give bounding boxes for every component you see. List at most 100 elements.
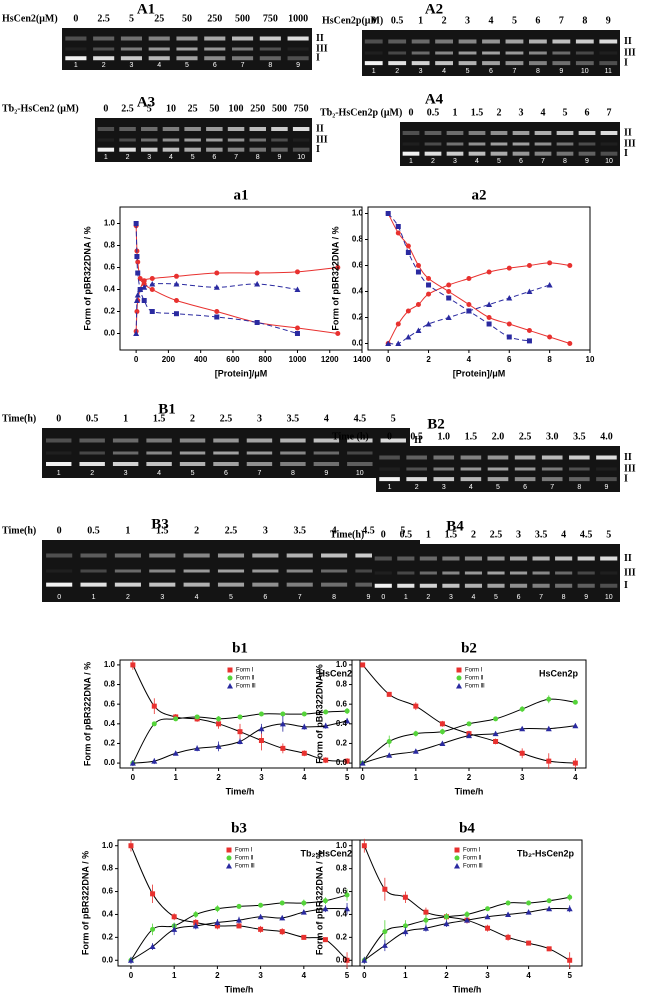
data-point: [446, 282, 452, 288]
concentration-label: 2: [194, 525, 199, 536]
concentration-label: 2: [497, 107, 502, 118]
concentration-label: 50: [209, 103, 219, 114]
band: [512, 131, 530, 135]
data-point: [301, 900, 307, 906]
y-tick-label: 0.2: [102, 932, 114, 941]
data-point: [133, 330, 140, 336]
x-tick-label: 600: [226, 355, 240, 364]
lane-number: 2: [126, 154, 130, 161]
concentration-label: 0.5: [87, 525, 100, 536]
data-point: [405, 308, 411, 314]
band: [435, 61, 454, 66]
band: [596, 455, 617, 460]
band: [402, 151, 420, 156]
band: [227, 147, 245, 152]
data-point: [127, 957, 134, 963]
legend-label: Form Ⅲ: [235, 864, 255, 870]
data-point: [137, 286, 144, 292]
band: [577, 571, 595, 575]
fit-curve: [135, 223, 298, 334]
x-tick-label: 800: [259, 355, 273, 364]
data-point: [386, 752, 393, 758]
band: [321, 582, 348, 587]
form-label: I: [316, 53, 320, 64]
band: [141, 147, 158, 152]
annotation: HsCen2: [318, 668, 352, 678]
concentration-label: 250: [207, 13, 222, 24]
band: [577, 556, 595, 561]
band: [578, 151, 596, 156]
data-point: [519, 725, 526, 732]
band: [148, 56, 170, 61]
band: [509, 571, 528, 575]
band: [149, 553, 176, 558]
band: [321, 569, 348, 573]
band: [347, 451, 373, 455]
gel-axis-label: Time(h): [2, 525, 36, 536]
data-point: [525, 909, 532, 915]
lane-number: 1: [92, 594, 96, 601]
lane-number: 6: [213, 62, 217, 69]
x-tick-label: 3: [485, 971, 490, 980]
data-point: [294, 286, 301, 292]
gel-axis-label: Time(h): [330, 529, 364, 540]
data-point: [547, 260, 553, 266]
data-point: [237, 729, 243, 735]
data-point: [280, 745, 286, 751]
lane-number: 7: [513, 68, 517, 75]
data-point: [505, 911, 512, 917]
band: [505, 51, 524, 55]
concentration-label: 4.0: [600, 431, 613, 442]
lane-number: 1: [372, 68, 376, 75]
concentration-label: 5: [129, 13, 134, 24]
y-tick-label: 0.6: [352, 261, 364, 270]
band: [46, 451, 72, 455]
data-point: [443, 920, 450, 927]
band: [184, 127, 201, 131]
data-point: [526, 900, 532, 906]
data-point: [237, 714, 243, 720]
data-point: [151, 758, 158, 764]
data-point: [214, 309, 220, 314]
band: [433, 477, 455, 482]
band: [460, 455, 482, 460]
data-point: [382, 929, 388, 935]
lane-number: 8: [268, 62, 272, 69]
band: [355, 582, 382, 587]
data-point: [572, 760, 578, 766]
data-point: [173, 716, 179, 722]
concentration-label: 50: [182, 13, 192, 24]
data-point: [405, 243, 411, 249]
data-point: [194, 745, 201, 751]
data-point: [395, 230, 401, 236]
band: [575, 39, 594, 44]
band: [112, 462, 139, 466]
y-tick-label: 0.0: [104, 329, 116, 338]
concentration-label: 750: [263, 13, 278, 24]
lane-number: 4: [195, 594, 199, 601]
band: [183, 582, 210, 587]
x-tick-label: 4: [302, 773, 307, 782]
band: [204, 36, 226, 41]
data-point: [493, 738, 499, 744]
y-tick-label: 0.8: [104, 680, 116, 689]
data-point: [322, 898, 328, 904]
band: [249, 147, 266, 152]
band: [541, 467, 563, 471]
data-point: [413, 731, 419, 737]
data-point: [279, 929, 285, 935]
lane-number: 7: [241, 62, 245, 69]
band: [487, 556, 505, 561]
data-point: [412, 748, 419, 754]
band: [213, 451, 239, 455]
band: [406, 467, 427, 471]
band: [419, 556, 437, 561]
band: [505, 61, 524, 66]
band: [374, 583, 392, 588]
y-tick-label: 0.8: [336, 864, 348, 873]
x-tick-label: 0: [131, 773, 136, 782]
band: [176, 56, 198, 61]
data-point: [426, 276, 432, 281]
data-point: [322, 905, 329, 912]
